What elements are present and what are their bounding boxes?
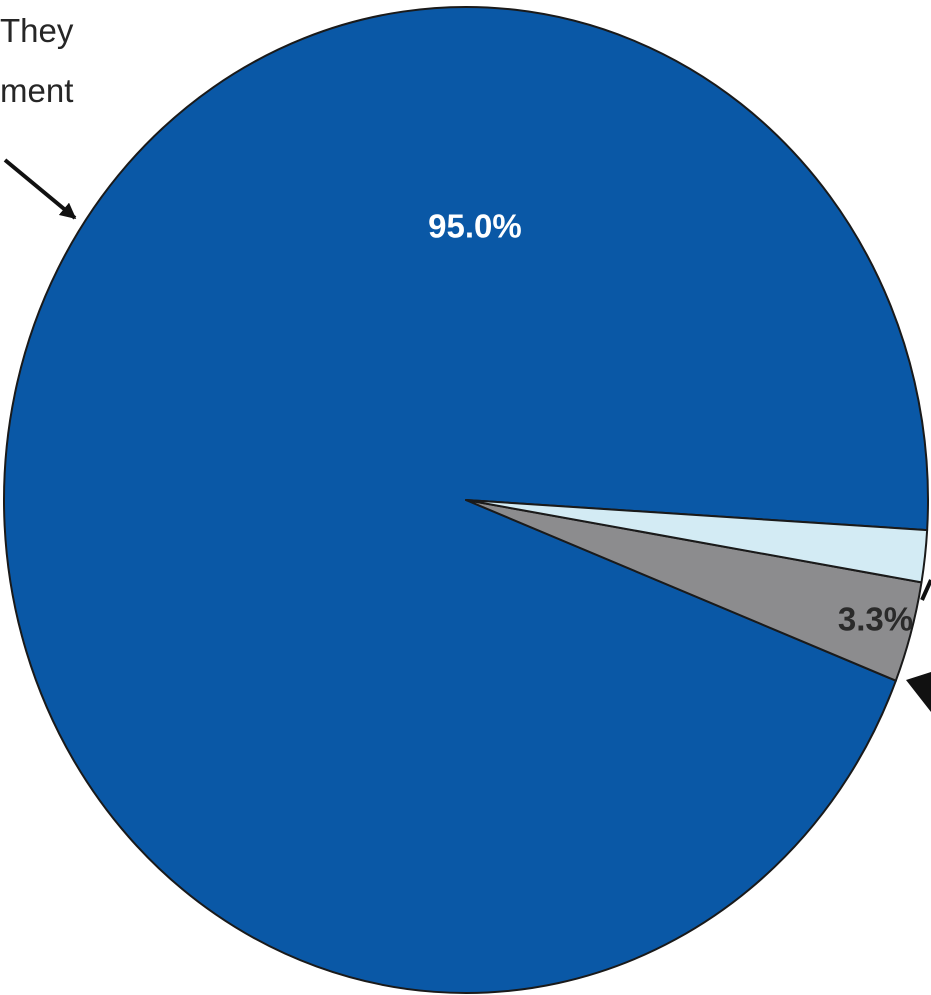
annotation-arrow <box>3 158 77 220</box>
slice-label-1: 95.0% <box>428 208 522 245</box>
slice-label-2: 3.3% <box>838 600 913 637</box>
light-slice-arrowhead <box>906 672 931 712</box>
annotation-line-1: They <box>0 12 74 49</box>
slice-labels: 95.0% 3.3% <box>428 208 913 638</box>
gray-slice-arrow <box>920 579 931 601</box>
pie-slices <box>3 6 929 994</box>
annotation-callout: They ment <box>0 12 77 220</box>
right-callout-arrows <box>906 579 931 712</box>
annotation-line-2: ment <box>0 72 73 109</box>
pie-slice-3 <box>465 499 929 584</box>
